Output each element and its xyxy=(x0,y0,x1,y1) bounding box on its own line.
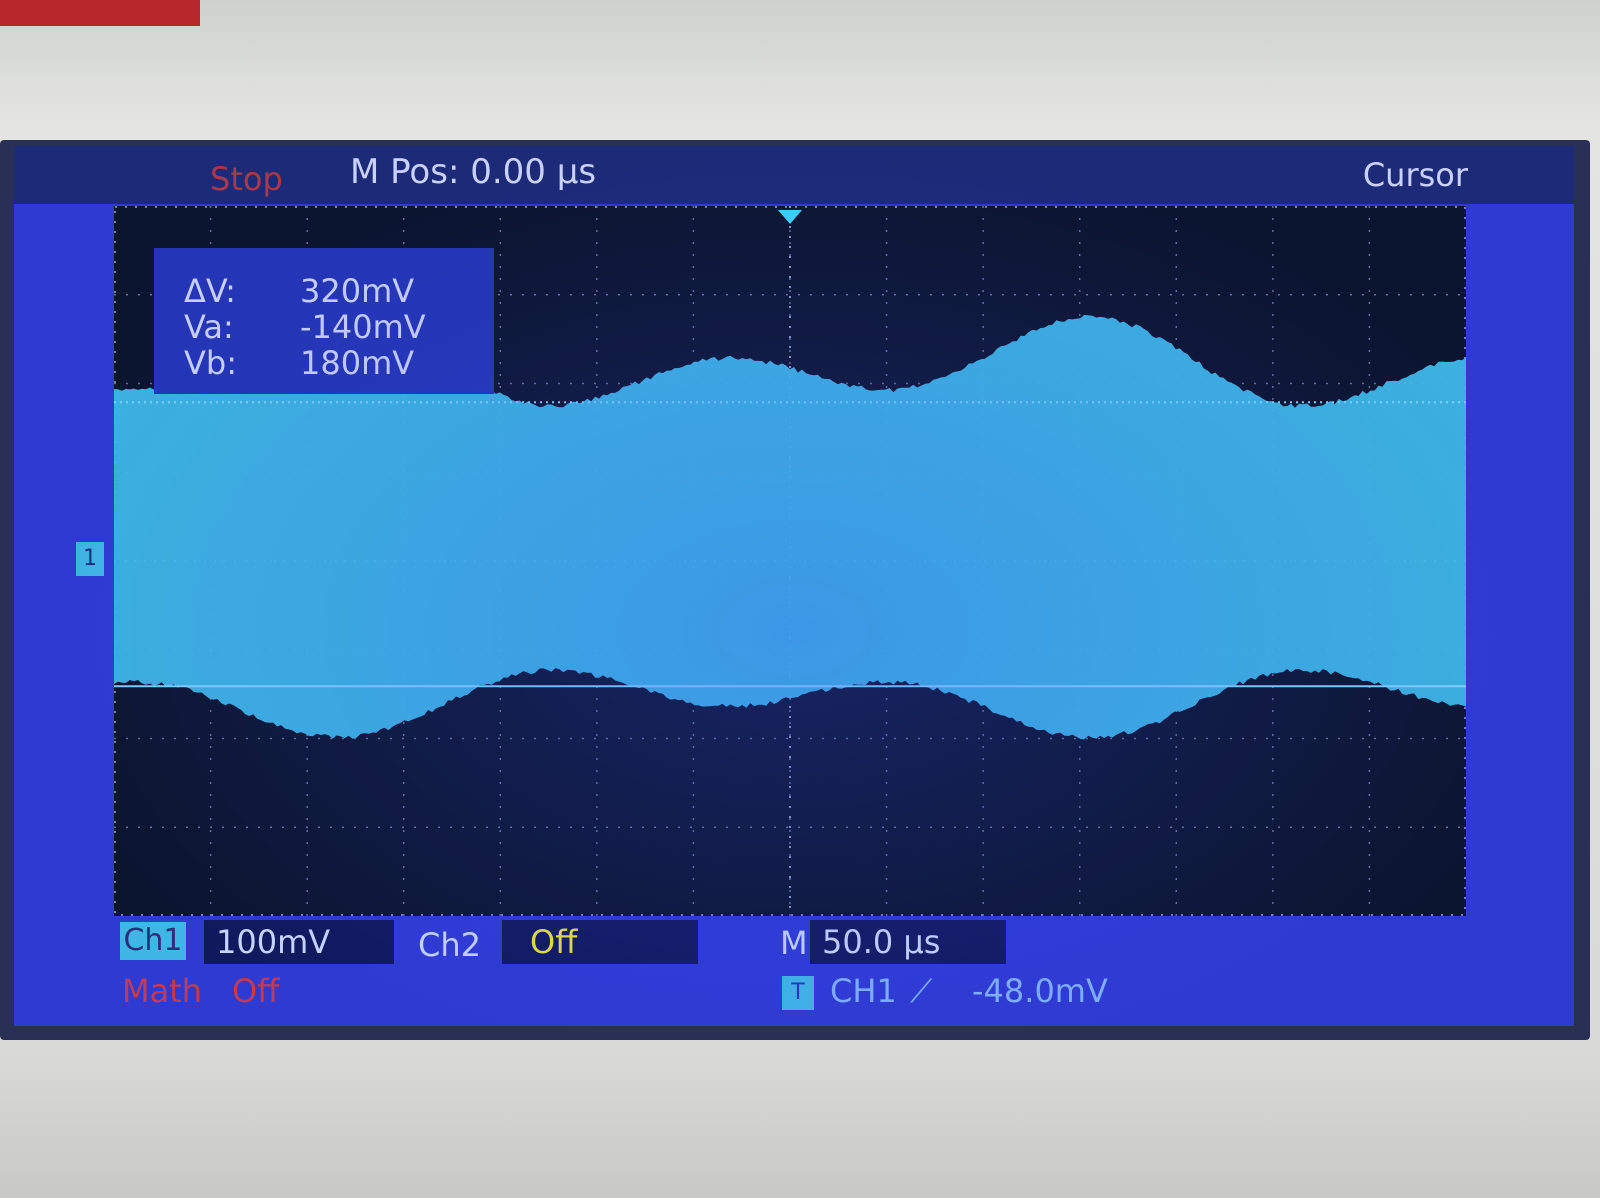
status-bar: Stop M Pos: 0.00 µs Cursor xyxy=(14,146,1574,204)
horizontal-position: M Pos: 0.00 µs xyxy=(350,152,596,192)
oscilloscope-screen: Stop M Pos: 0.00 µs Cursor ΔV: 320mV Va:… xyxy=(14,146,1574,1026)
ch1-volts-per-div: 100mV xyxy=(204,920,394,964)
va-label: Va: xyxy=(184,308,234,346)
ch1-label[interactable]: Ch1 xyxy=(120,922,186,960)
trigger-level: -48.0mV xyxy=(972,972,1108,1010)
channel-1-ground-marker[interactable]: 1 xyxy=(76,542,104,576)
vb-value: 180mV xyxy=(300,344,414,382)
run-state: Stop xyxy=(210,160,283,198)
trigger-rising-edge-icon: ⟋ xyxy=(910,972,932,1011)
timebase-value: 50.0 µs xyxy=(810,920,1006,964)
menu-title[interactable]: Cursor xyxy=(1363,156,1468,194)
cursor-readout: ΔV: 320mV Va: -140mV Vb: 180mV xyxy=(154,248,494,394)
va-value: -140mV xyxy=(300,308,426,346)
vb-label: Vb: xyxy=(184,344,237,382)
math-state: Off xyxy=(232,972,279,1010)
delta-v-label: ΔV: xyxy=(184,272,236,310)
ch2-label[interactable]: Ch2 xyxy=(418,926,481,964)
instrument-brand-strip xyxy=(0,0,200,26)
waveform-display: ΔV: 320mV Va: -140mV Vb: 180mV xyxy=(114,206,1466,916)
math-label[interactable]: Math xyxy=(122,972,202,1010)
delta-v-value: 320mV xyxy=(300,272,414,310)
bottom-status-panel: Ch1 100mV Ch2 Off M 50.0 µs Math Off T C… xyxy=(14,916,1574,1026)
trigger-icon: T xyxy=(782,976,814,1010)
timebase-label: M xyxy=(780,924,808,962)
trigger-source: CH1 xyxy=(830,972,897,1010)
ch2-state: Off xyxy=(502,920,698,964)
